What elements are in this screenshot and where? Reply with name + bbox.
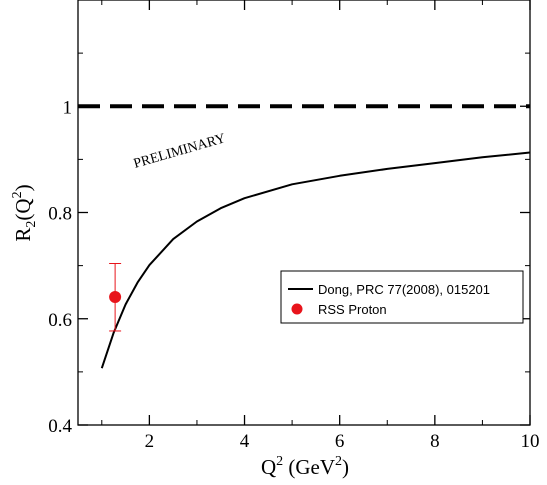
legend-box — [280, 270, 524, 324]
x-tick-label: 8 — [430, 431, 440, 452]
y-tick-label: 0.4 — [48, 416, 72, 437]
x-axis-title: Q2 (GeV2) — [261, 454, 349, 479]
legend-marker-swatch — [291, 303, 303, 315]
plot-area — [78, 0, 530, 425]
tick-layer: 0.4 0.6 0.8 1 2 4 6 8 10 — [48, 0, 540, 452]
legend: Dong, PRC 77(2008), 015201 RSS Proton — [280, 270, 524, 324]
y-tick-label: 1 — [63, 97, 73, 118]
y-tick-label: 0.8 — [48, 204, 72, 225]
data-point-rss-proton — [109, 290, 122, 303]
series-layer — [100, 151, 531, 369]
x-tick-label: 2 — [145, 431, 155, 452]
series-line-dong — [100, 151, 531, 369]
y-tick-label: 0.6 — [48, 310, 72, 331]
x-tick-label: 4 — [240, 431, 250, 452]
x-tick-label: 6 — [335, 431, 345, 452]
legend-label-rss: RSS Proton — [318, 302, 387, 317]
y-axis-title: R2(Q2) — [10, 184, 39, 241]
legend-label-dong: Dong, PRC 77(2008), 015201 — [318, 282, 490, 297]
x-tick-label: 10 — [521, 431, 540, 452]
